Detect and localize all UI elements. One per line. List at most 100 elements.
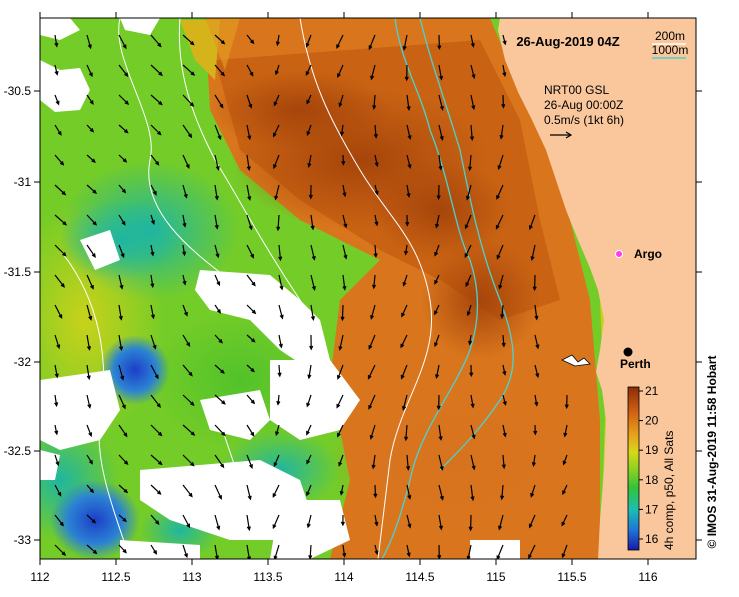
isobaths: [59, 18, 514, 559]
current-arrow-icon: [150, 184, 157, 196]
current-arrow-icon: [306, 94, 312, 105]
current-arrow-icon: [367, 364, 376, 380]
current-arrow-icon: [118, 454, 129, 465]
x-axis: 112 112.5 113 113.5 114 114.5 115 115.5 …: [30, 12, 658, 584]
current-arrow-icon: [438, 484, 444, 501]
current-arrow-icon: [182, 514, 191, 529]
colorbar-tick-label: 20: [645, 414, 659, 428]
current-arrow-icon: [435, 364, 440, 380]
current-arrow-icon: [214, 484, 222, 500]
current-arrow-icon: [309, 334, 314, 351]
current-arrow-icon: [501, 334, 506, 348]
y-tick: -31: [14, 175, 702, 189]
current-arrow-icon: [306, 424, 312, 436]
current-arrow-icon: [118, 334, 124, 352]
current-arrow-icon: [342, 214, 348, 229]
current-arrow-icon: [336, 394, 344, 409]
current-arrow-icon: [214, 34, 226, 45]
current-arrow-icon: [272, 514, 280, 530]
current-arrow-icon: [528, 214, 536, 231]
current-arrow-icon: [502, 34, 507, 46]
current-arrow-icon: [118, 514, 127, 523]
current-arrow-icon: [530, 244, 536, 262]
current-arrow-icon: [374, 184, 379, 196]
x-tick-label: 114: [334, 570, 353, 584]
current-arrow-icon: [246, 544, 252, 559]
current-arrow-icon: [214, 334, 223, 344]
current-arrow-icon: [278, 274, 284, 291]
current-arrow-icon: [214, 514, 221, 531]
current-arrow-icon: [470, 34, 475, 48]
current-arrow-icon: [118, 484, 129, 494]
current-arrow-icon: [402, 274, 408, 287]
current-arrow-icon: [531, 454, 536, 467]
y-tick: -32.5: [4, 444, 702, 458]
current-arrow-icon: [310, 304, 315, 321]
current-arrow-icon: [182, 454, 195, 467]
current-arrow-icon: [372, 94, 377, 110]
argo-marker: Argo: [615, 247, 662, 261]
current-arrow-icon: [342, 544, 347, 558]
current-arrow-icon: [434, 334, 440, 348]
y-tick-label: -33: [14, 533, 32, 547]
colorbar: 21 20 19 18 17 16 4h comp, p50, All Sats: [627, 384, 676, 551]
current-arrow-icon: [436, 184, 441, 201]
current-arrow-icon: [373, 244, 378, 259]
current-arrow-icon: [182, 124, 193, 139]
current-arrow-icon: [434, 274, 440, 285]
current-arrow-icon: [465, 184, 472, 201]
current-arrow-icon: [273, 124, 280, 138]
current-arrow-icon: [370, 64, 376, 81]
current-arrow-icon: [337, 364, 344, 380]
y-tick-label: -32.5: [4, 444, 32, 458]
current-arrow-icon: [86, 34, 92, 50]
current-arrow-icon: [498, 274, 504, 290]
colorbar-scale: [627, 386, 640, 551]
current-arrow-icon: [246, 184, 252, 202]
current-arrow-icon: [86, 544, 98, 555]
current-arrow-icon: [502, 424, 507, 438]
current-arrow-icon: [501, 454, 506, 470]
y-tick: -30.5: [4, 84, 702, 98]
current-arrow-icon: [469, 124, 475, 142]
current-arrow-icon: [118, 274, 124, 290]
x-tick: 115: [486, 12, 506, 584]
current-arrow-icon: [534, 364, 540, 379]
current-arrow-icon: [534, 394, 539, 407]
current-arrow-icon: [54, 34, 59, 48]
current-arrow-icon: [310, 274, 316, 291]
cloud-mask: [40, 18, 520, 559]
y-tick: -33: [14, 533, 702, 547]
y-tick-label: -32: [14, 355, 32, 369]
current-arrow-icon: [214, 274, 221, 287]
current-arrow-icon: [118, 394, 126, 410]
current-arrow-icon: [372, 274, 377, 290]
current-arrow-icon: [534, 304, 539, 321]
current-arrow-icon: [342, 244, 348, 260]
y-tick-label: -31.5: [4, 265, 32, 279]
current-vectors: [54, 34, 569, 559]
current-arrow-icon: [434, 304, 440, 316]
current-arrow-icon: [337, 64, 344, 79]
legend-1000m-label: 1000m: [652, 43, 689, 57]
current-arrow-icon: [406, 154, 412, 170]
current-arrow-icon: [400, 364, 408, 380]
current-arrow-icon: [500, 304, 505, 319]
current-arrow-icon: [182, 424, 196, 436]
current-arrow-icon: [401, 304, 408, 318]
current-arrow-icon: [54, 514, 64, 527]
y-tick: -32: [14, 355, 702, 369]
current-arrow-icon: [182, 304, 188, 317]
current-arrow-icon: [374, 154, 379, 168]
current-arrow-icon: [246, 274, 256, 287]
current-arrow-icon: [534, 334, 540, 350]
current-arrow-icon: [150, 214, 155, 226]
current-arrow-icon: [370, 304, 376, 320]
x-tick: 112: [30, 12, 50, 584]
current-arrow-icon: [246, 244, 255, 259]
current-arrow-icon: [150, 304, 155, 320]
current-arrow-icon: [54, 154, 65, 166]
current-arrow-icon: [118, 154, 128, 163]
current-arrow-icon: [406, 94, 411, 111]
